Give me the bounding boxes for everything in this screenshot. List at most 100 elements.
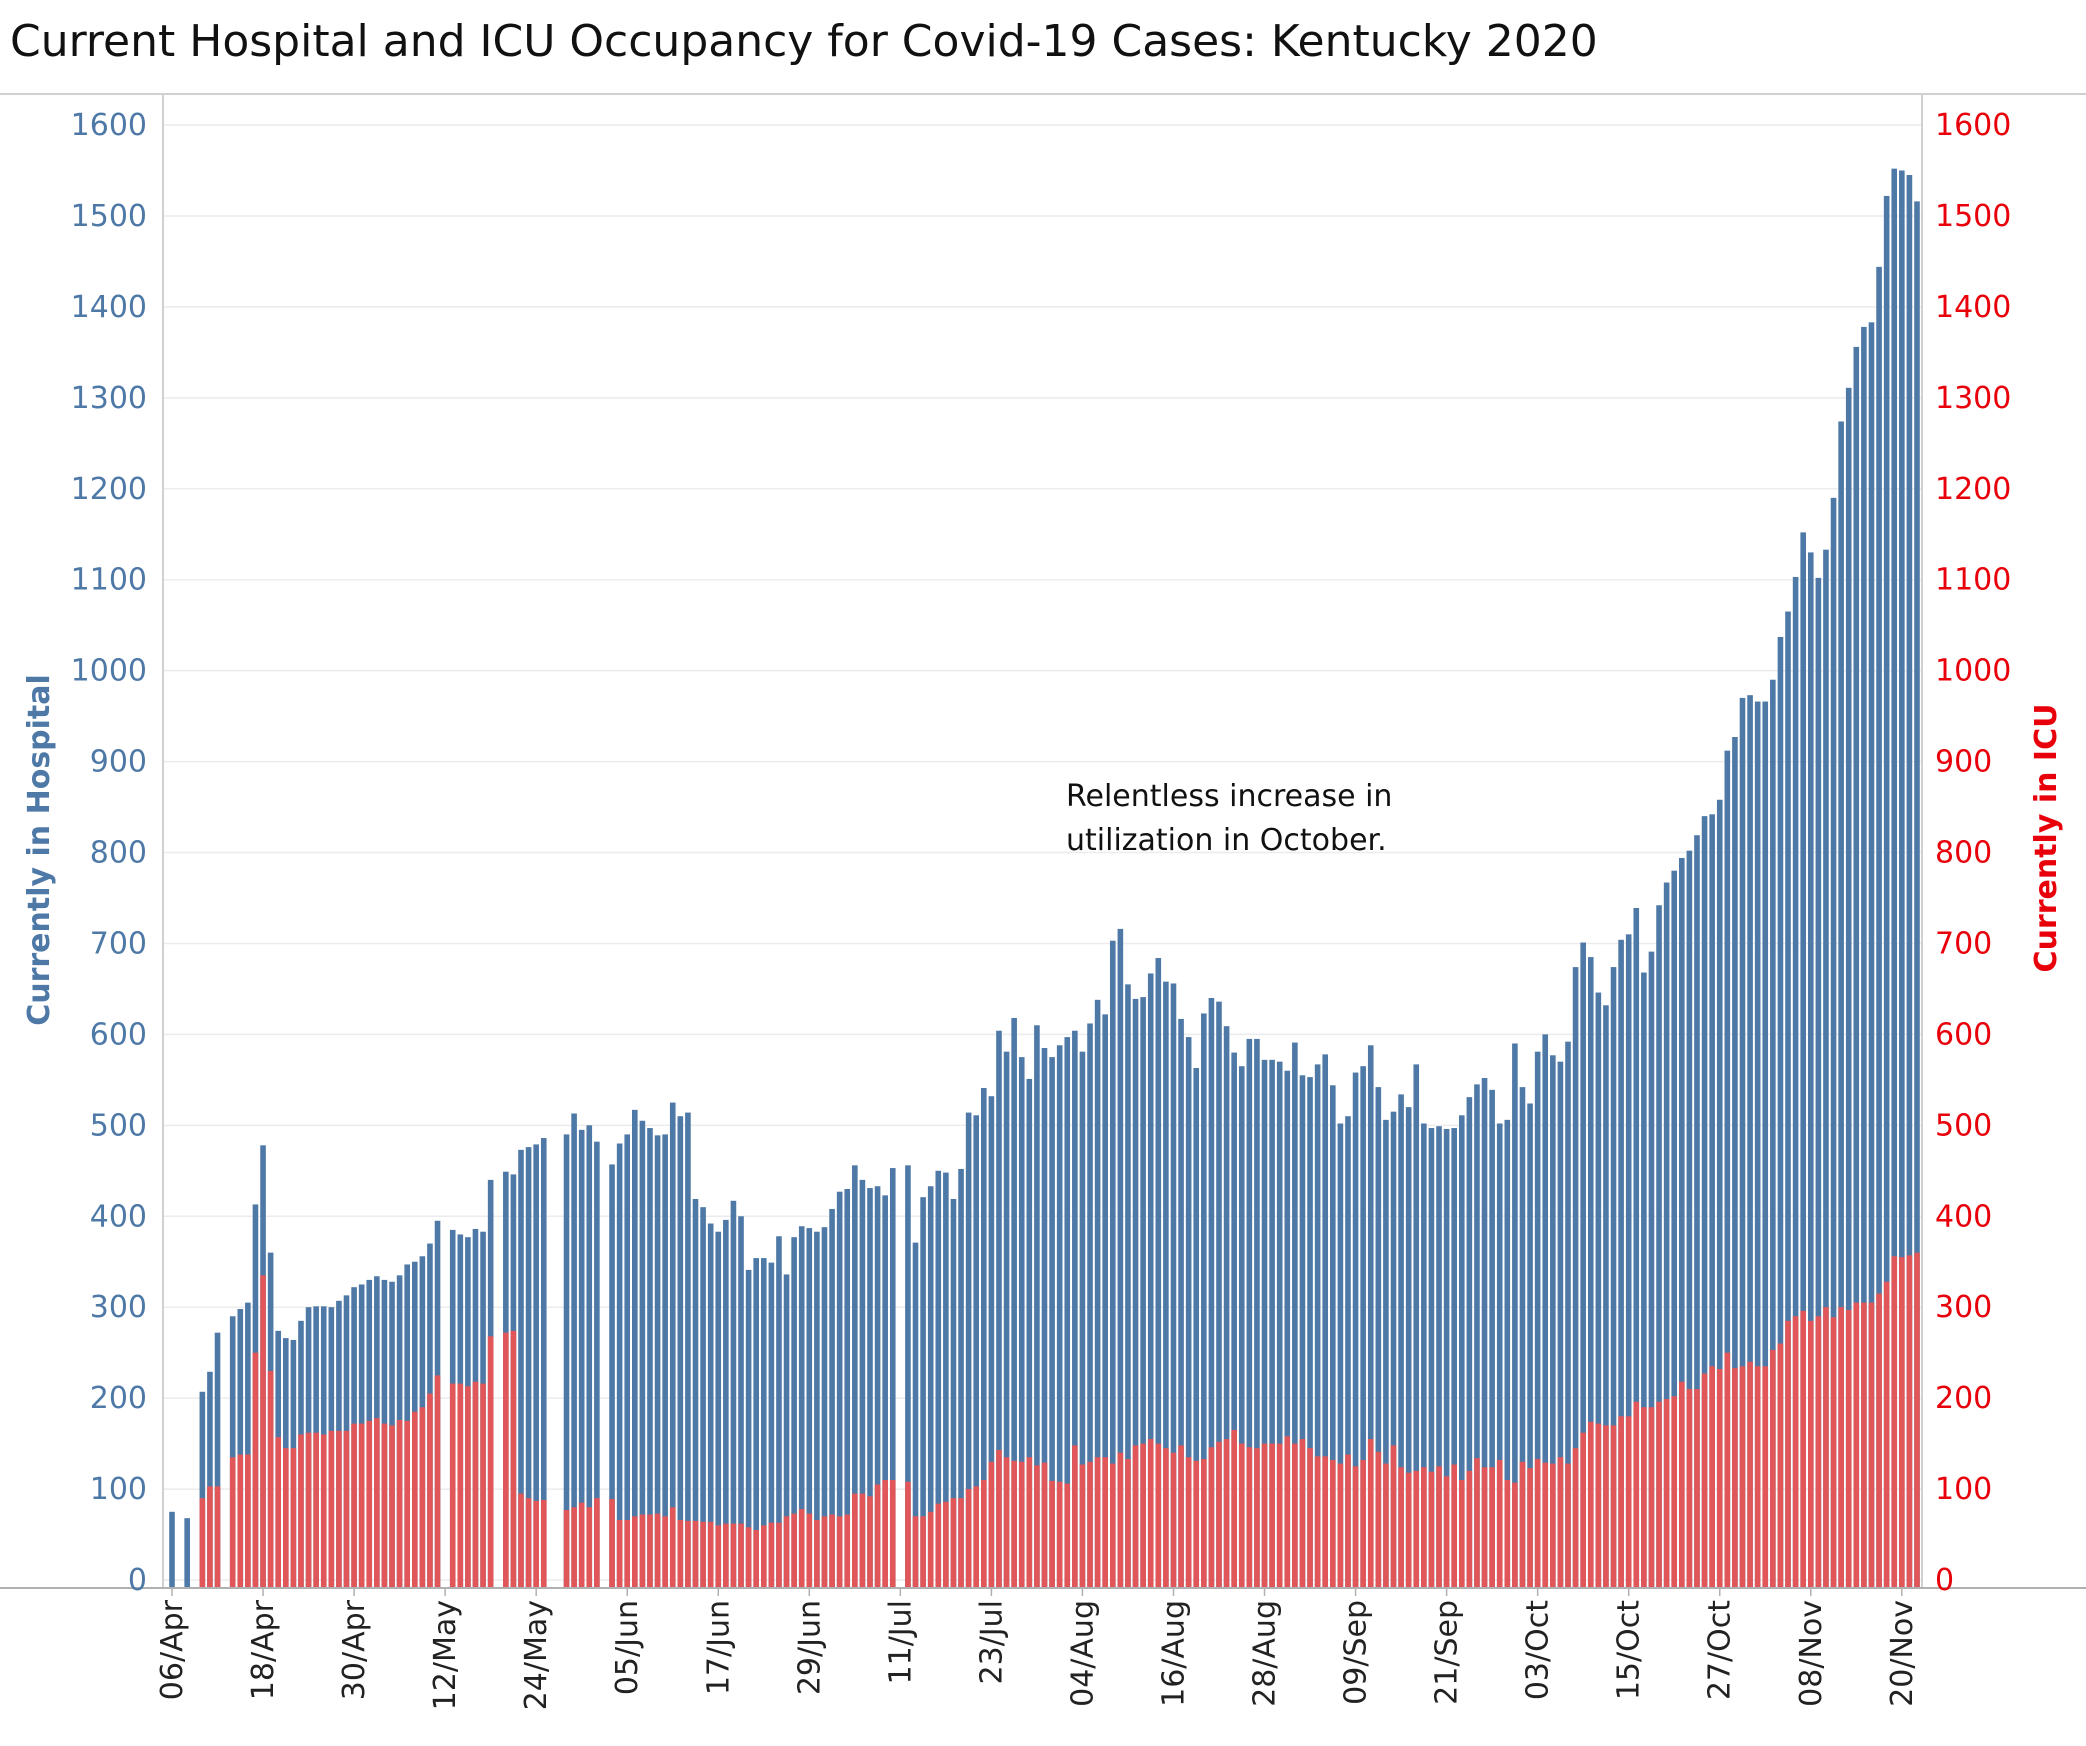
hospital-bar <box>1238 1066 1245 1588</box>
icu-bar <box>783 1516 790 1588</box>
hospital-bar <box>958 1168 964 1588</box>
icu-bar <box>1284 1436 1291 1588</box>
icu-bar <box>1436 1466 1442 1588</box>
icu-bar <box>1770 1349 1776 1588</box>
icu-bar <box>814 1519 820 1588</box>
hospital-bar <box>1519 1087 1526 1588</box>
hospital-bar <box>1504 1119 1511 1588</box>
icu-bar <box>434 1375 441 1588</box>
hospital-bar <box>525 1147 532 1588</box>
hospital-bar <box>1125 984 1131 1588</box>
icu-bar <box>465 1386 471 1588</box>
hospital-bar <box>1595 992 1602 1588</box>
icu-bar <box>275 1437 282 1588</box>
icu-bar <box>1292 1443 1298 1588</box>
hospital-bar <box>783 1274 790 1588</box>
hospital-bar <box>1580 942 1586 1588</box>
hospital-bar <box>1185 1037 1192 1588</box>
icu-bar <box>1807 1320 1814 1588</box>
hospital-bar <box>1861 326 1867 1589</box>
icu-bar <box>1398 1467 1404 1588</box>
hospital-bar <box>920 1197 926 1588</box>
icu-bar <box>1011 1460 1017 1588</box>
hospital-bar <box>1375 1087 1382 1588</box>
hospital-bar <box>1466 1097 1473 1588</box>
hospital-bar <box>988 1096 995 1588</box>
y-tick-label-right: 1300 <box>1935 381 2011 416</box>
icu-bar <box>624 1519 631 1588</box>
icu-bar <box>1072 1445 1078 1588</box>
hospital-bar <box>1178 1018 1184 1588</box>
y-tick-label-left: 1300 <box>71 381 147 416</box>
hospital-bar <box>1201 1013 1207 1588</box>
x-tick-label: 03/Oct <box>1521 1600 1556 1700</box>
icu-bar <box>1868 1302 1875 1588</box>
icu-bar <box>1709 1366 1715 1588</box>
icu-bar <box>776 1522 782 1588</box>
icu-bar <box>738 1523 744 1588</box>
icu-bar <box>449 1383 456 1588</box>
hospital-bar <box>669 1102 676 1588</box>
hospital-bar <box>1223 1026 1230 1588</box>
icu-bar <box>389 1425 395 1588</box>
y-tick-label-right: 100 <box>1935 1472 1992 1507</box>
y-tick-label-right: 1200 <box>1935 472 2011 507</box>
icu-bar <box>1474 1458 1480 1588</box>
hospital-bar <box>1481 1078 1488 1588</box>
icu-bar <box>760 1525 767 1588</box>
hospital-bar <box>1413 1064 1420 1588</box>
hospital-bar <box>1284 1070 1291 1588</box>
hospital-bar <box>1625 934 1632 1588</box>
icu-bar <box>821 1516 828 1588</box>
hospital-bar <box>1474 1084 1480 1588</box>
y-tick-label-left: 1200 <box>71 472 147 507</box>
icu-bar <box>988 1461 995 1588</box>
icu-bar <box>791 1513 797 1588</box>
icu-bar <box>487 1336 494 1588</box>
hospital-bar <box>207 1371 213 1588</box>
icu-bar <box>1641 1407 1647 1588</box>
hospital-bar <box>745 1269 752 1588</box>
hospital-bar <box>1345 1116 1351 1588</box>
icu-bar <box>1618 1416 1624 1588</box>
hospital-bar <box>1770 679 1776 1588</box>
icu-bar <box>1648 1407 1655 1588</box>
icu-bar <box>1815 1316 1822 1588</box>
icu-bar <box>1102 1457 1108 1588</box>
icu-bar <box>1656 1401 1662 1588</box>
hospital-bar <box>1807 552 1814 1588</box>
hospital-bar <box>806 1228 813 1588</box>
icu-bar <box>298 1434 304 1588</box>
hospital-bar <box>1261 1059 1268 1588</box>
icu-bar <box>1527 1468 1533 1588</box>
x-tick-label: 15/Oct <box>1612 1600 1647 1700</box>
hospital-bar <box>889 1168 896 1588</box>
hospital-bar <box>874 1186 881 1588</box>
icu-bar <box>632 1516 638 1588</box>
hospital-bar <box>1314 1064 1321 1588</box>
hospital-bar <box>1352 1072 1359 1588</box>
hospital-bar <box>1716 799 1723 1588</box>
icu-bar <box>1208 1447 1215 1588</box>
y-tick-label-left: 400 <box>90 1199 147 1234</box>
hospital-bar <box>1079 1051 1086 1588</box>
x-tick-label: 28/Aug <box>1248 1600 1283 1707</box>
icu-bar <box>320 1434 327 1588</box>
hospital-bar <box>632 1109 638 1588</box>
icu-bar <box>1125 1459 1131 1588</box>
icu-bar <box>753 1529 759 1588</box>
hospital-bar <box>1489 1089 1495 1588</box>
icu-bar <box>1481 1467 1488 1588</box>
hospital-bar <box>1610 967 1617 1588</box>
hospital-bar <box>1701 816 1708 1588</box>
icu-bars <box>199 1252 1920 1588</box>
icu-bar <box>1701 1373 1708 1588</box>
hospital-bar <box>950 1198 957 1588</box>
icu-bar <box>1458 1479 1465 1588</box>
hospital-bar <box>229 1316 236 1588</box>
icu-bar <box>1800 1310 1806 1588</box>
hospital-bar <box>1254 1038 1260 1588</box>
icu-bar <box>419 1407 426 1588</box>
hospital-bar <box>814 1231 820 1588</box>
icu-bar <box>935 1503 942 1588</box>
